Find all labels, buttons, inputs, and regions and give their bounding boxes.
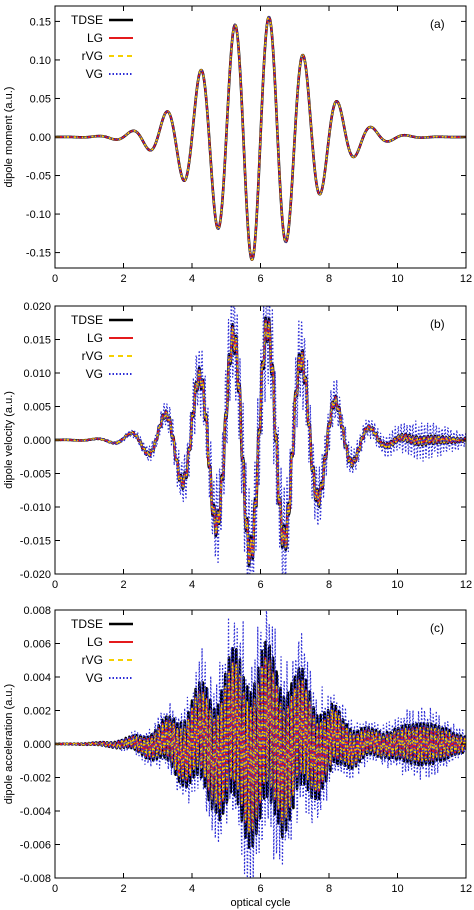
y-tick-label: 0.00 <box>30 132 51 144</box>
panel-c: 0 2 4 6 8 10 12 -0.008 -0.006 -0.004 -0.002 0.000 0.… <box>3 605 472 909</box>
y-tick-label: -0.006 <box>20 840 51 852</box>
y-tick-label: 0.002 <box>23 706 51 718</box>
y-tick-label: 0.05 <box>30 93 51 105</box>
x-tick-label: 2 <box>120 273 126 285</box>
series-line-rvg <box>55 657 466 833</box>
series-line-tdse <box>55 316 466 568</box>
x-tick-label: 4 <box>189 883 195 895</box>
y-tick-label: 0.020 <box>23 301 51 313</box>
legend: TDSE LG rVG VG <box>71 313 133 381</box>
y-tick-label: -0.05 <box>26 171 51 183</box>
y-tick-label: -0.005 <box>20 469 51 481</box>
x-axis-title: optical cycle <box>231 897 291 909</box>
y-tick-label: 0.015 <box>23 335 51 347</box>
legend: TDSE LG rVG VG <box>71 13 133 81</box>
legend-label-tdse: TDSE <box>71 313 103 327</box>
series-line-vg <box>55 610 466 878</box>
panel-label: (a) <box>430 17 445 31</box>
legend: TDSE LG rVG VG <box>71 617 133 685</box>
series-line-rvg <box>55 320 466 564</box>
y-tick-label: -0.008 <box>20 873 51 885</box>
legend-label-rvg: rVG <box>82 349 103 363</box>
x-tick-label: 12 <box>460 579 472 591</box>
legend-label-lg: LG <box>87 31 103 45</box>
x-tick-label: 4 <box>189 579 195 591</box>
legend-label-tdse: TDSE <box>71 617 103 631</box>
x-tick-label: 6 <box>257 273 263 285</box>
y-tick-label: 0.10 <box>30 55 51 67</box>
x-tick-label: 6 <box>257 883 263 895</box>
x-tick-label: 0 <box>52 883 58 895</box>
y-tick-label: 0.15 <box>30 16 51 28</box>
x-tick-label: 10 <box>391 883 403 895</box>
y-axis-title: dipole acceleration (a.u.) <box>3 684 15 804</box>
legend-label-tdse: TDSE <box>71 13 103 27</box>
x-tick-label: 12 <box>460 883 472 895</box>
y-tick-label: 0.008 <box>23 605 51 617</box>
x-tick-label: 8 <box>326 883 332 895</box>
legend-label-rvg: rVG <box>82 653 103 667</box>
panel-label: (c) <box>430 621 444 635</box>
curves <box>55 306 466 574</box>
y-tick-label: -0.010 <box>20 502 51 514</box>
panel-a: 0 2 4 6 8 10 12 -0.15 -0.10 -0.05 0.00 0.05 0.10 0.15… <box>3 5 472 285</box>
series-line-vg <box>55 14 466 260</box>
y-tick-label: 0.010 <box>23 368 51 380</box>
y-axis-title: dipole velocity (a.u.) <box>3 391 15 489</box>
y-tick-label: 0.005 <box>23 402 51 414</box>
y-tick-label: 0.000 <box>23 739 51 751</box>
panel-label: (b) <box>430 317 445 331</box>
y-tick-label: 0.000 <box>23 435 51 447</box>
x-tick-label: 2 <box>120 883 126 895</box>
x-tick-label: 2 <box>120 579 126 591</box>
series-line-vg <box>55 306 466 574</box>
curves <box>55 610 466 878</box>
panel-b: 0 2 4 6 8 10 12 -0.020 -0.015 -0.010 -0.005 0.000 0.… <box>3 301 472 591</box>
x-tick-label: 4 <box>189 273 195 285</box>
y-tick-label: 0.004 <box>23 672 51 684</box>
y-tick-label: -0.020 <box>20 569 51 581</box>
y-tick-label: -0.15 <box>26 248 51 260</box>
y-axis-title: dipole moment (a.u.) <box>3 87 15 188</box>
legend-label-vg: VG <box>86 67 103 81</box>
x-tick-label: 8 <box>326 273 332 285</box>
legend-label-rvg: rVG <box>82 49 103 63</box>
curves <box>55 14 466 261</box>
x-tick-label: 0 <box>52 273 58 285</box>
x-tick-label: 10 <box>391 273 403 285</box>
x-tick-label: 6 <box>257 579 263 591</box>
legend-label-vg: VG <box>86 367 103 381</box>
x-tick-label: 0 <box>52 579 58 591</box>
legend-label-lg: LG <box>87 331 103 345</box>
y-tick-label: -0.002 <box>20 773 51 785</box>
legend-label-lg: LG <box>87 635 103 649</box>
y-tick-label: 0.006 <box>23 639 51 651</box>
y-tick-label: -0.004 <box>20 806 51 818</box>
x-tick-label: 8 <box>326 579 332 591</box>
x-tick-label: 12 <box>460 273 472 285</box>
x-tick-label: 10 <box>391 579 403 591</box>
y-tick-label: -0.015 <box>20 536 51 548</box>
legend-label-vg: VG <box>86 671 103 685</box>
y-tick-label: -0.10 <box>26 209 51 221</box>
